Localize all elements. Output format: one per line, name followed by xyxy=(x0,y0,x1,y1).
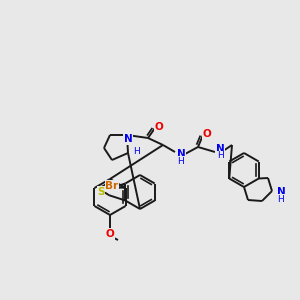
Text: N: N xyxy=(216,144,224,154)
Text: H: H xyxy=(133,148,140,157)
Text: N: N xyxy=(124,134,132,144)
Text: S: S xyxy=(97,187,105,197)
Text: Br: Br xyxy=(105,181,118,191)
Text: N: N xyxy=(177,149,185,159)
Text: H: H xyxy=(217,152,224,160)
Text: O: O xyxy=(106,229,114,239)
Text: H: H xyxy=(178,157,184,166)
Text: H: H xyxy=(278,194,284,203)
Text: O: O xyxy=(202,129,211,139)
Text: O: O xyxy=(154,122,164,132)
Text: N: N xyxy=(277,187,285,197)
